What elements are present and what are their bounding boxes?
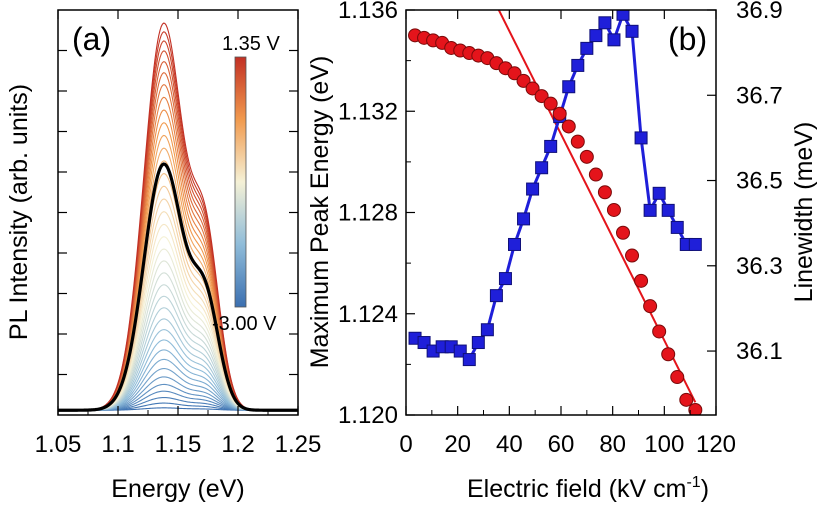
peak-energy-point [507, 66, 522, 81]
y-right-tick-label: 36.5 [736, 168, 783, 195]
x-tick-label: 100 [644, 431, 684, 458]
peak-energy-point [606, 202, 621, 217]
peak-energy-point [670, 370, 685, 385]
linewidth-point [670, 220, 684, 234]
y-right-tick-label: 36.9 [736, 0, 783, 24]
x-tick-label: 20 [444, 431, 471, 458]
colorbar-top-label: 1.35 V [222, 33, 280, 55]
panel-a-x-axis-label: Energy (eV) [111, 475, 244, 503]
linewidth-point [489, 289, 503, 303]
pl-spectra [58, 22, 298, 412]
linewidth-point [526, 182, 540, 196]
panel-a-y-axis-label: PL Intensity (arb. units) [5, 84, 33, 340]
linewidth-point [508, 237, 521, 251]
linewidth-point [661, 203, 675, 217]
peak-energy-point [688, 402, 703, 415]
peak-energy-point [570, 134, 585, 149]
y-right-tick-label: 36.7 [736, 82, 783, 109]
panel-b-tag: (b) [668, 21, 707, 57]
x-tick-label: 60 [548, 431, 575, 458]
peak-energy-point [661, 347, 676, 362]
pl-spectrum-curve [58, 211, 298, 411]
linewidth-point [544, 139, 558, 153]
peak-energy-point [616, 225, 630, 240]
x-tick-label: 1.25 [275, 431, 322, 458]
panel-b-plot-area [408, 10, 703, 415]
panel-a-tag: (a) [72, 21, 111, 57]
linewidth-point [562, 80, 576, 94]
x-tick-label: 120 [696, 431, 736, 458]
peak-energy-point [543, 96, 558, 111]
linewidth-point [598, 16, 612, 30]
peak-energy-point [679, 392, 694, 407]
pl-spectrum-curve [58, 349, 298, 411]
linewidth-point [471, 336, 485, 350]
peak-energy-point [579, 149, 594, 164]
linewidth-point [498, 272, 512, 286]
linewidth-point [643, 203, 657, 217]
x-tick-label: 1.15 [155, 431, 202, 458]
panel-b-left-y-axis-label: Maximum Peak Energy (eV) [306, 56, 334, 369]
linewidth-point [616, 10, 630, 21]
x-tick-label: 1.05 [35, 431, 82, 458]
pl-spectrum-curve [58, 358, 298, 411]
panel-a-tick-labels: 1.05 1.1 1.15 1.2 1.25 [35, 431, 322, 458]
linewidth-point [625, 24, 639, 38]
x-tick-label: 0 [399, 431, 412, 458]
panel-a-ticks [57, 10, 299, 415]
panel-b: 0 20 40 60 80 100 120 1.120 1.124 1.128 1.132 1.136… [306, 0, 818, 503]
panel-b-x-axis-label-end: ) [701, 475, 709, 503]
peak-energy-point [552, 106, 567, 121]
x-tick-label: 1.2 [221, 431, 254, 458]
y-left-tick-label: 1.124 [338, 301, 398, 328]
peak-energy-point [588, 167, 603, 182]
linewidth-point [480, 323, 494, 337]
pl-spectrum-curve [58, 160, 298, 411]
pl-spectrum-curve [58, 284, 298, 411]
y-right-tick-label: 36.3 [736, 253, 783, 280]
linewidth-point [571, 58, 585, 72]
y-left-tick-label: 1.128 [338, 200, 398, 227]
peak-energy-point [516, 73, 531, 88]
y-left-tick-label: 1.120 [338, 402, 398, 429]
linewidth-point [688, 237, 702, 251]
panel-b-tick-labels: 0 20 40 60 80 100 120 1.120 1.124 1.128 1.132 1.136… [338, 0, 783, 458]
x-tick-label: 1.1 [101, 431, 134, 458]
peak-energy-point [534, 89, 549, 104]
x-tick-label: 80 [599, 431, 626, 458]
panel-b-ticks [405, 9, 717, 416]
y-right-tick-label: 36.1 [736, 338, 783, 365]
peak-energy-point [643, 299, 658, 314]
pl-spectrum-curve [58, 376, 298, 411]
panel-b-x-axis-label-main: Electric field (kV cm [467, 475, 686, 503]
linewidth-point [535, 161, 549, 175]
linewidth-point [634, 131, 648, 145]
panel-b-right-y-axis-label: Linewidth (meV) [790, 122, 818, 303]
pl-spectrum-highlight-curve [58, 162, 298, 412]
linewidth-point [580, 41, 594, 55]
y-left-tick-label: 1.136 [338, 0, 398, 24]
y-left-tick-label: 1.132 [338, 98, 398, 125]
peak-energy-point [634, 273, 649, 288]
peak-energy-point [597, 185, 612, 200]
linewidth-point [517, 212, 531, 226]
peak-energy-point [561, 119, 576, 134]
linewidth-point [589, 29, 603, 43]
peak-energy-point [525, 81, 540, 96]
panel-b-x-axis-label-sup: -1 [686, 474, 700, 491]
peak-energy-point [625, 248, 640, 263]
pl-spectrum-curve [58, 198, 298, 411]
linewidth-point [652, 186, 666, 200]
linewidth-point [462, 353, 476, 367]
x-tick-label: 40 [496, 431, 523, 458]
panel-a: 1.05 1.1 1.15 1.2 1.25 (a) 1.35 V -3.00 V En… [5, 9, 322, 503]
peak-energy-point [652, 324, 667, 339]
panel-b-x-axis-label: Electric field (kV cm-1) [467, 474, 709, 503]
colorbar [234, 56, 247, 308]
colorbar-bottom-label: -3.00 V [212, 313, 277, 335]
pl-spectrum-curve [58, 329, 298, 411]
linewidth-point [607, 33, 621, 47]
